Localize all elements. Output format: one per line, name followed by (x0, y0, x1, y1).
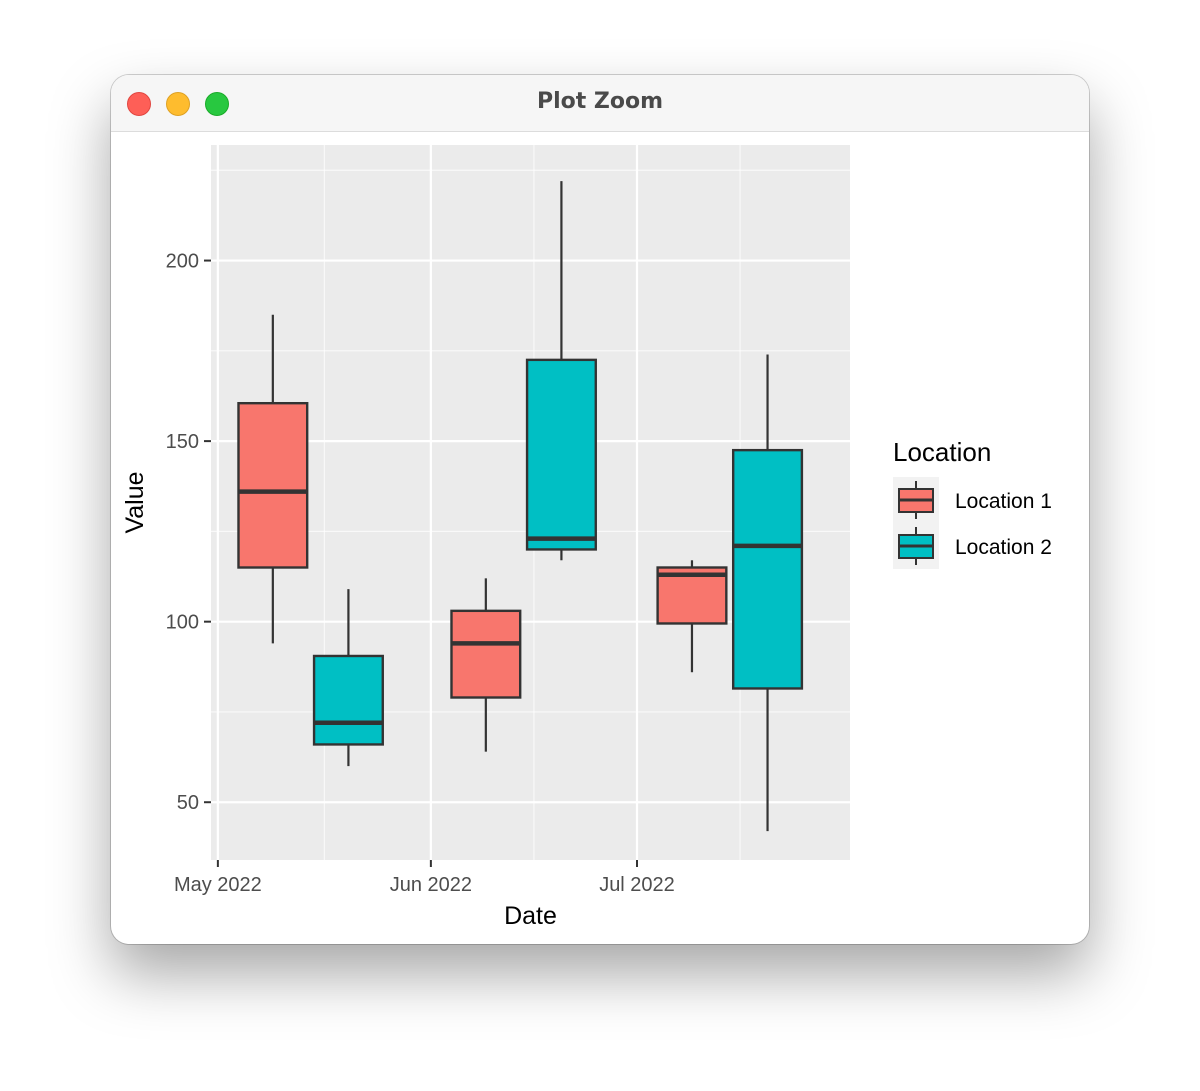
box-body (312, 654, 384, 746)
y-tick-label: 50 (177, 792, 199, 814)
y-tick-label: 200 (166, 251, 199, 273)
close-button[interactable] (127, 92, 151, 116)
box-4 (525, 181, 597, 561)
axes: 50 100 150 200 May 2022 Jun 2022 Jul 2022 (166, 251, 675, 896)
legend-entry-label: Location 1 (955, 490, 1052, 513)
zoom-button[interactable] (205, 92, 229, 116)
boxplot-chart: 50 100 150 200 May 2022 Jun 2022 Jul 2022 Date… (121, 145, 1052, 930)
box-series (237, 181, 804, 832)
x-axis-title: Date (504, 902, 557, 930)
legend-entry-label: Location 2 (955, 536, 1052, 559)
legend: Location Location 1 Location 2 (893, 437, 1052, 569)
box-body (525, 358, 597, 551)
x-tick-label: Jul 2022 (599, 874, 675, 896)
box-body (731, 448, 804, 690)
y-tick-label: 150 (166, 431, 199, 453)
box-1 (237, 314, 309, 644)
minimize-button[interactable] (166, 92, 190, 116)
box-3 (450, 578, 522, 752)
box-body (450, 609, 522, 699)
title-bar[interactable]: Plot Zoom (111, 75, 1089, 132)
box-body (237, 401, 309, 569)
box-2 (312, 589, 384, 767)
x-tick-label: Jun 2022 (390, 874, 472, 896)
box-6 (731, 354, 804, 832)
y-axis-title: Value (121, 471, 149, 533)
x-tick-label: May 2022 (174, 874, 262, 896)
y-tick-label: 100 (166, 612, 199, 634)
plot-zoom-window: Plot Zoom 50 100 150 200 May 2022 Jun 2022 Jul… (111, 75, 1089, 944)
legend-title: Location (893, 437, 991, 467)
box-5 (656, 560, 728, 673)
window-title: Plot Zoom (536, 89, 664, 114)
